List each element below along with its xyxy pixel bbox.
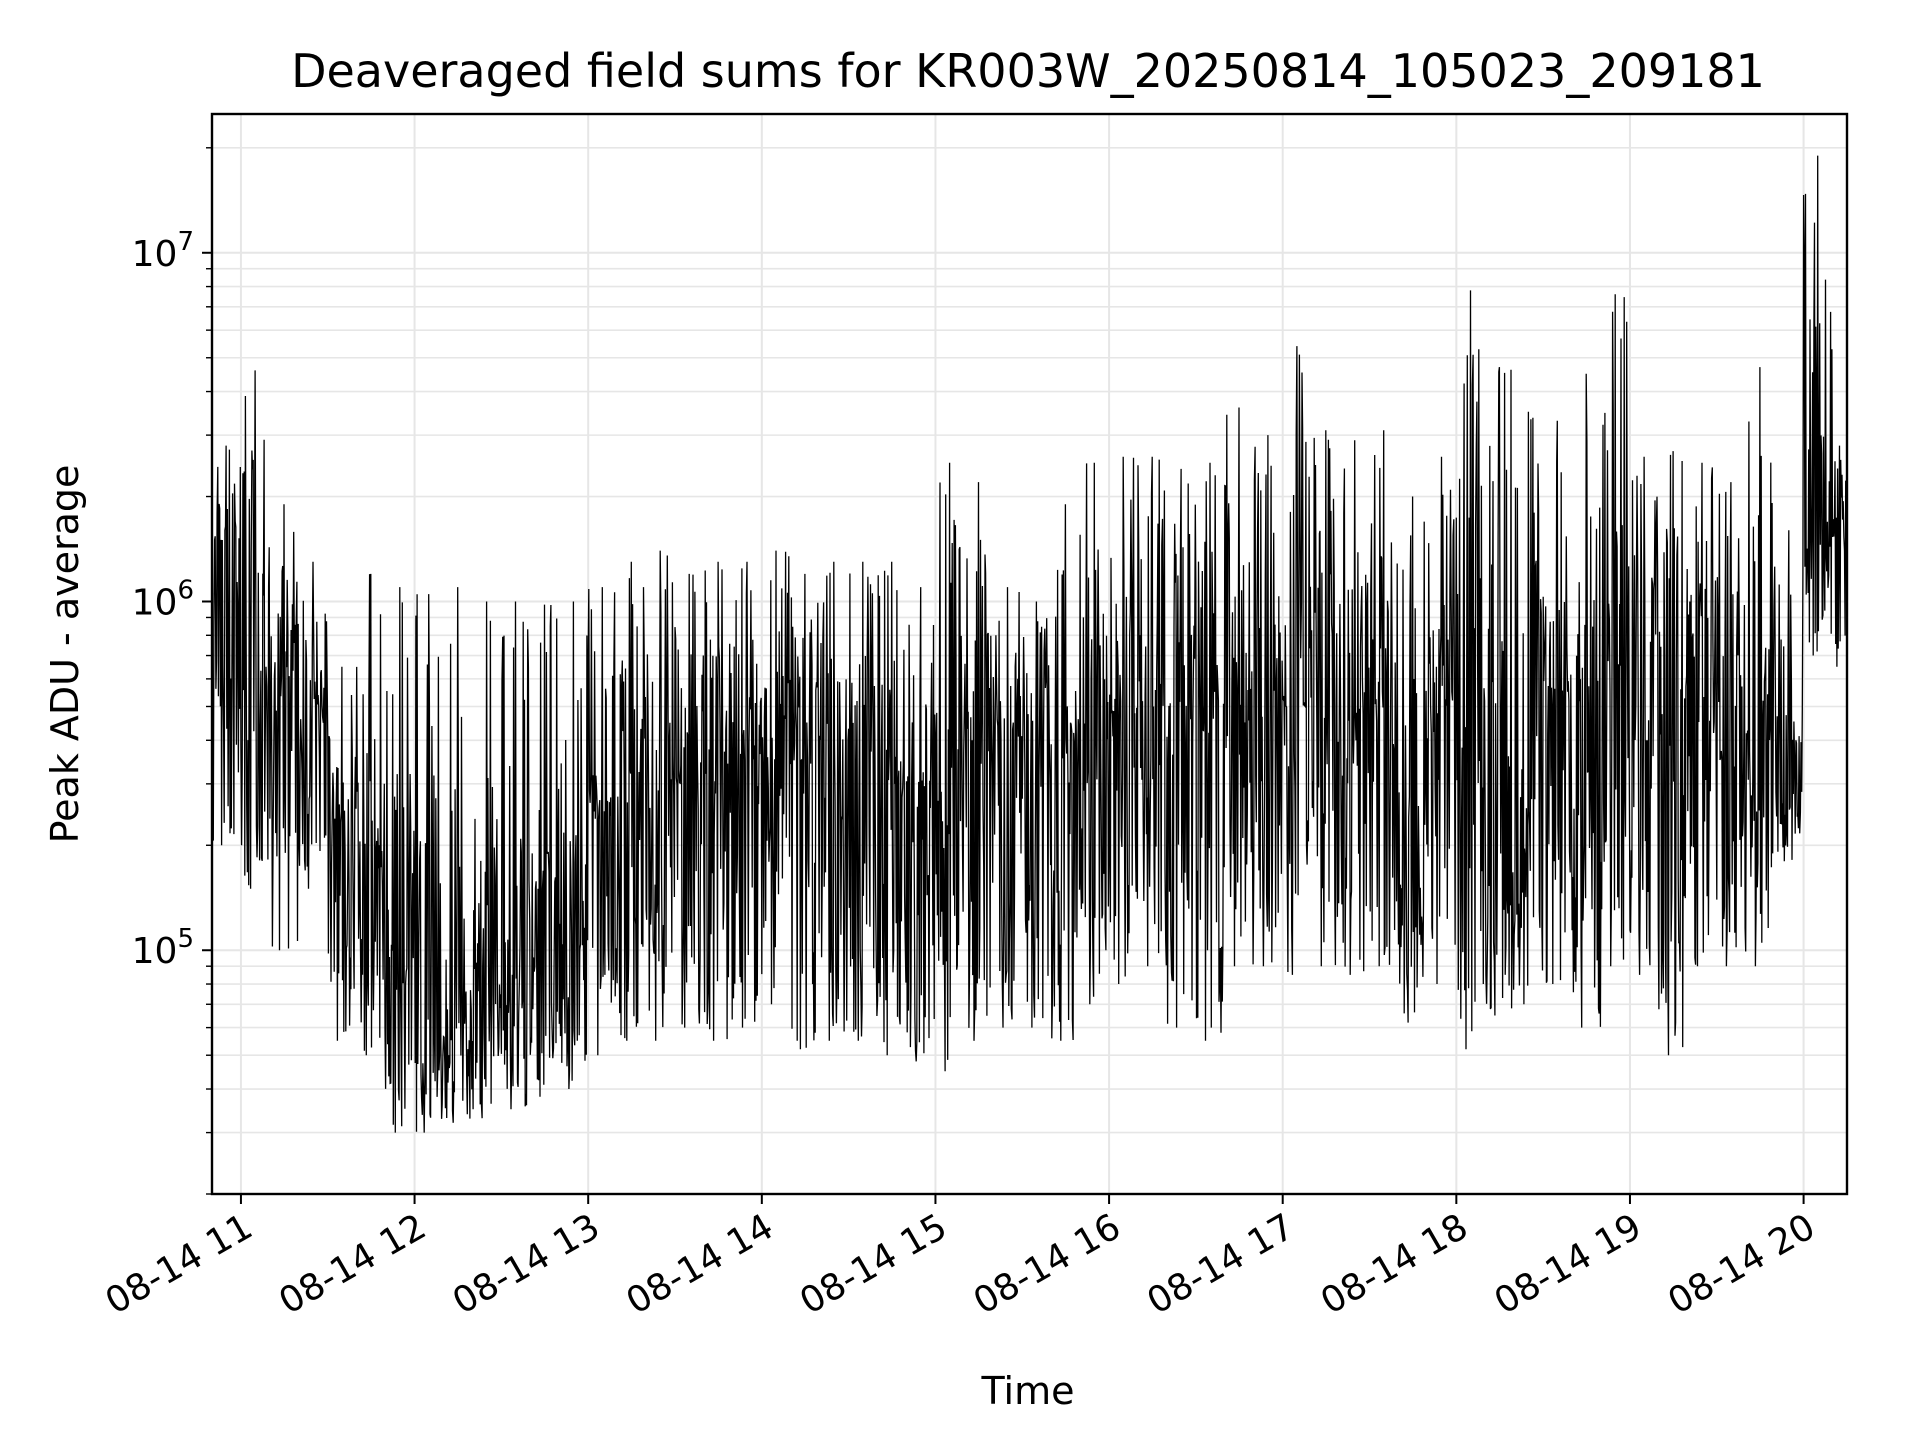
chart-title: Deaveraged field sums for KR003W_2025081… [291, 44, 1765, 98]
y-axis-label: Peak ADU - average [43, 465, 87, 844]
y-tick-label: 107 [132, 227, 194, 275]
y-tick-label: 105 [132, 924, 194, 972]
y-tick-label: 106 [132, 576, 194, 624]
series-layer [211, 155, 1848, 1133]
x-axis-label: Time [981, 1369, 1075, 1413]
plot-frame [210, 112, 1849, 1196]
series-line-0 [211, 155, 1848, 1133]
